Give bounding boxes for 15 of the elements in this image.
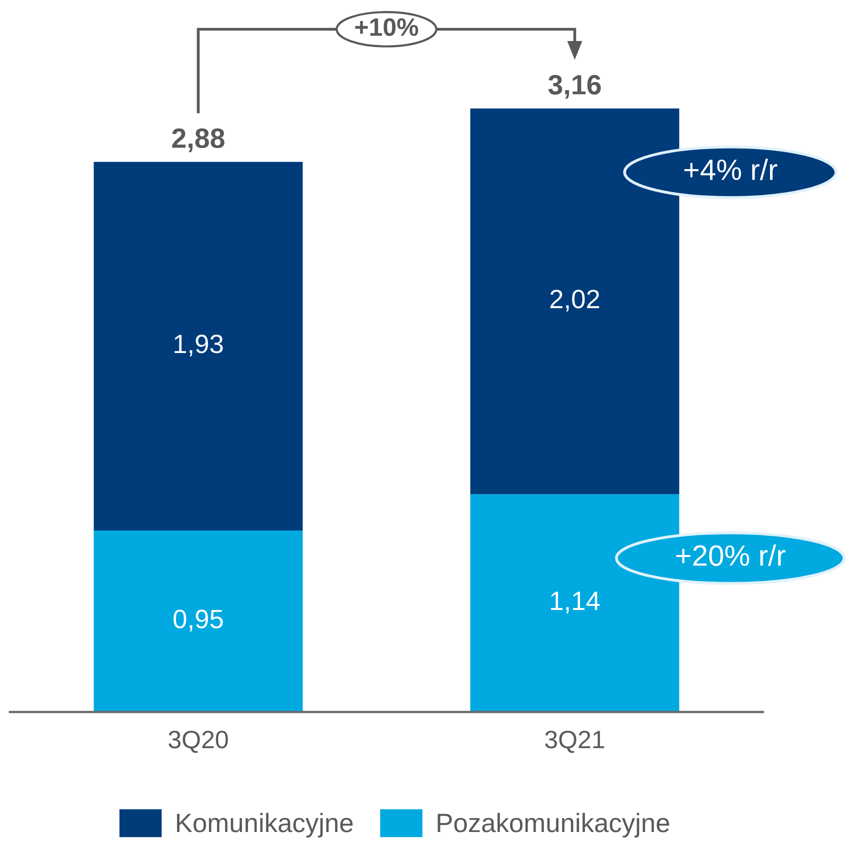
legend-label: Komunikacyjne bbox=[177, 812, 353, 838]
total-label: 2,88 bbox=[172, 128, 224, 152]
x-tick-label: 3Q20 bbox=[168, 730, 228, 753]
data-label: 1,14 bbox=[551, 592, 600, 614]
total-label: 3,16 bbox=[548, 74, 601, 99]
data-label: 0,95 bbox=[174, 610, 223, 632]
data-label: 2,02 bbox=[550, 290, 600, 312]
x-tick-label: 3Q21 bbox=[545, 730, 604, 753]
annotation: +20% r/r bbox=[676, 544, 786, 566]
annotation: +4% r/r bbox=[684, 158, 778, 180]
bar bbox=[94, 162, 303, 531]
legend-label: Pozakomunikacyjne bbox=[438, 812, 670, 838]
text: +10% bbox=[355, 18, 418, 36]
bar bbox=[94, 530, 303, 712]
data-label: 1,93 bbox=[174, 334, 223, 356]
